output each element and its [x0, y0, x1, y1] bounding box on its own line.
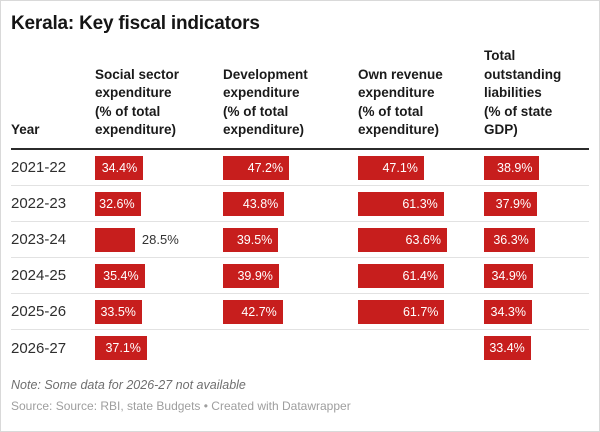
- value-bar: 34.4%: [95, 155, 144, 180]
- bar-value-label: 63.6%: [405, 232, 441, 247]
- value-bar: 37.1%: [95, 336, 147, 360]
- value-bar: 39.9%: [223, 263, 279, 288]
- bar-value-label: 37.9%: [495, 196, 532, 211]
- bar-cell: 47.1%: [358, 150, 484, 185]
- bar-value-label: 34.3%: [490, 304, 526, 319]
- bar-value-label: 32.6%: [99, 196, 135, 211]
- fiscal-indicators-table: Year Social sector expenditure (% of tot…: [11, 35, 589, 366]
- chart-title: Kerala: Key fiscal indicators: [11, 13, 260, 34]
- bar-value-label: 61.4%: [402, 268, 438, 283]
- value-bar: 38.9%: [484, 155, 539, 180]
- bar-cell: 34.3%: [484, 294, 589, 329]
- table-row: 2021-22 34.4% 47.2% 47.1% 38.9%: [11, 150, 589, 186]
- bar-cell: 61.7%: [358, 294, 484, 329]
- bar-cell: 32.6%: [95, 186, 223, 221]
- bar-cell: [358, 330, 484, 366]
- bar-cell: 34.4%: [95, 150, 223, 185]
- column-header-own-revenue: Own revenue expenditure (% of total expe…: [358, 66, 443, 138]
- chart-source: Source: Source: RBI, state Budgets • Cre…: [11, 399, 351, 414]
- bar-value-label: 61.3%: [402, 196, 438, 211]
- table-row: 2024-25 35.4% 39.9% 61.4% 34.9%: [11, 258, 589, 294]
- bar-value-label: 43.8%: [242, 196, 279, 211]
- value-bar: 34.9%: [484, 263, 533, 288]
- chart-note: Note: Some data for 2026-27 not availabl…: [11, 378, 246, 392]
- value-bar: 61.7%: [358, 299, 445, 324]
- bar-value-label: 28.5%: [141, 232, 179, 247]
- bar-cell: 36.3%: [484, 222, 589, 257]
- bar-value-label: 39.5%: [236, 232, 273, 247]
- bar-cell: 39.5%: [223, 222, 358, 257]
- year-label: 2024-25: [11, 267, 67, 284]
- column-header-liabilities: Total outstanding liabilities (% of stat…: [484, 47, 562, 138]
- bar-cell: 43.8%: [223, 186, 358, 221]
- value-bar: 33.4%: [484, 336, 531, 360]
- value-bar: 61.4%: [358, 263, 444, 288]
- value-bar: 37.9%: [484, 191, 538, 216]
- year-label: 2021-22: [11, 159, 67, 176]
- bar-cell: 33.4%: [484, 330, 589, 366]
- bar-cell: 63.6%: [358, 222, 484, 257]
- bar-value-label: 37.1%: [105, 341, 141, 355]
- value-bar: 61.3%: [358, 191, 444, 216]
- bar-cell: 39.9%: [223, 258, 358, 293]
- value-bar: 33.5%: [95, 299, 142, 324]
- bar-value-label: 47.2%: [247, 160, 284, 175]
- bar-value-label: 47.1%: [382, 160, 418, 175]
- year-label: 2026-27: [11, 339, 67, 357]
- bar-cell: 33.5%: [95, 294, 223, 329]
- bar-value-label: 33.5%: [100, 304, 136, 319]
- value-bar: 47.1%: [358, 155, 424, 180]
- table-row: 2022-23 32.6% 43.8% 61.3% 37.9%: [11, 186, 589, 222]
- value-bar: 43.8%: [223, 191, 285, 216]
- bar-cell: 28.5%: [95, 222, 223, 257]
- bar-value-label: 33.4%: [489, 341, 525, 355]
- bar-cell: 37.1%: [95, 330, 223, 366]
- bar-cell: 38.9%: [484, 150, 589, 185]
- bar-value-label: 35.4%: [103, 268, 139, 283]
- value-bar: 36.3%: [484, 227, 535, 252]
- year-label: 2025-26: [11, 303, 67, 320]
- value-bar: 39.5%: [223, 227, 279, 252]
- value-bar: 63.6%: [358, 227, 447, 252]
- column-header-social-sector: Social sector expenditure (% of total ex…: [95, 66, 180, 138]
- bar-value-label: 34.9%: [491, 268, 527, 283]
- value-bar: 34.3%: [484, 299, 532, 324]
- table-row: 2023-24 28.5% 39.5% 63.6% 36.3%: [11, 222, 589, 258]
- table-body: 2021-22 34.4% 47.2% 47.1% 38.9% 2022-23 32.6% 4…: [11, 150, 589, 366]
- year-label: 2023-24: [11, 231, 67, 248]
- value-bar: 35.4%: [95, 263, 145, 288]
- bar-value-label: 34.4%: [101, 160, 138, 175]
- bar-value-label: 38.9%: [497, 160, 533, 175]
- table-row: 2025-26 33.5% 42.7% 61.7% 34.3%: [11, 294, 589, 330]
- bar-cell: 37.9%: [484, 186, 589, 221]
- year-label: 2022-23: [11, 195, 67, 212]
- bar-cell: [223, 330, 358, 366]
- bar-value-label: 36.3%: [493, 232, 529, 247]
- table-row: 2026-27 37.1% 33.4%: [11, 330, 589, 366]
- bar-cell: 47.2%: [223, 150, 358, 185]
- bar-value-label: 39.9%: [237, 268, 273, 283]
- column-header-year: Year: [11, 122, 40, 138]
- chart-footer: Note: Some data for 2026-27 not availabl…: [11, 377, 589, 415]
- bar-cell: 42.7%: [223, 294, 358, 329]
- bar-cell: 61.3%: [358, 186, 484, 221]
- value-bar: [95, 227, 135, 252]
- table-header-row: Year Social sector expenditure (% of tot…: [11, 35, 589, 150]
- bar-cell: 34.9%: [484, 258, 589, 293]
- value-bar: 42.7%: [223, 299, 283, 324]
- value-bar: 32.6%: [95, 191, 141, 216]
- bar-cell: 61.4%: [358, 258, 484, 293]
- bar-value-label: 42.7%: [241, 304, 277, 319]
- value-bar: 47.2%: [223, 155, 290, 180]
- bar-value-label: 61.7%: [402, 304, 439, 319]
- bar-cell: 35.4%: [95, 258, 223, 293]
- column-header-development: Development expenditure (% of total expe…: [223, 66, 308, 138]
